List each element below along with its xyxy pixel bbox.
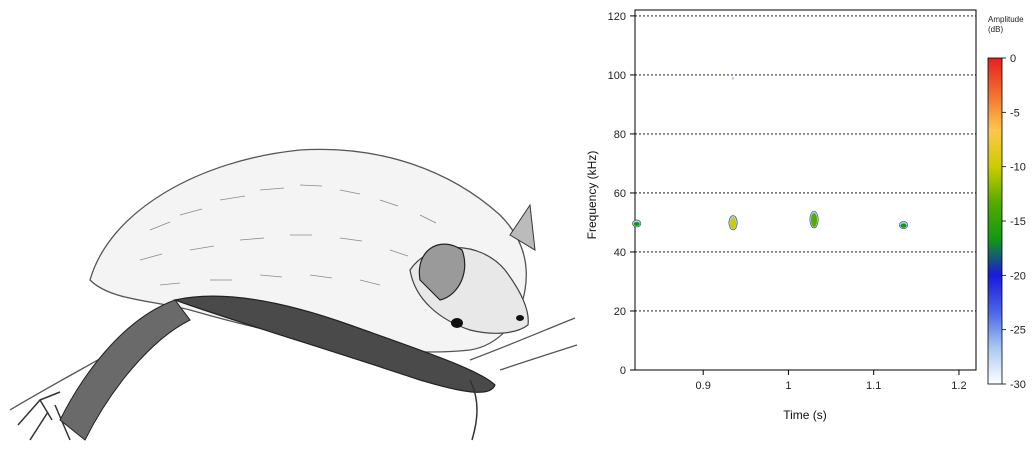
y-tick-label: 120 xyxy=(608,11,626,23)
y-axis-title: Frequency (kHz) xyxy=(585,151,599,240)
y-axis: 0 20 40 60 80 100 120 xyxy=(608,11,635,377)
colorbar-tick-label: -10 xyxy=(1010,162,1026,174)
call-core xyxy=(633,221,640,226)
call-pulse xyxy=(809,210,819,229)
call-pulse xyxy=(899,221,909,230)
y-tick-label: 0 xyxy=(620,365,626,377)
grid-lines xyxy=(635,15,976,312)
colorbar-unit: (dB) xyxy=(988,25,1003,34)
y-tick-label: 20 xyxy=(614,306,626,318)
y-tick-label: 40 xyxy=(614,247,626,259)
bat-illustration xyxy=(9,148,578,441)
x-tick-label: 1.2 xyxy=(951,380,966,392)
noise-speck xyxy=(731,77,735,80)
x-axis: 0.9 1 1.1 1.2 xyxy=(696,370,967,392)
spectrogram-panel: 0 20 40 60 80 100 120 0.9 1 1.1 1.2 Time (s) Freq… xyxy=(578,0,1034,450)
call-pulse xyxy=(632,219,642,228)
colorbar-tick-label: -15 xyxy=(1010,216,1026,228)
y-tick-label: 80 xyxy=(614,129,626,141)
colorbar-tick-label: -5 xyxy=(1010,107,1020,119)
colorbar: Amplitude (dB) 0 -5 -10 -15 -20 -25 -30 xyxy=(987,15,1026,391)
bat-drawing-icon xyxy=(9,148,578,441)
x-tick-label: 0.9 xyxy=(696,380,711,392)
colorbar-tick-label: 0 xyxy=(1010,53,1016,65)
x-tick-label: 1 xyxy=(785,380,791,392)
x-tick-label: 1.1 xyxy=(866,380,881,392)
colorbar-tick-label: -20 xyxy=(1010,270,1026,282)
colorbar-tick-label: -25 xyxy=(1010,325,1026,337)
colorbar-scale xyxy=(987,57,1003,385)
plot-area xyxy=(634,9,977,371)
y-tick-label: 100 xyxy=(608,70,626,82)
colorbar-tick-label: -30 xyxy=(1010,379,1026,391)
call-core xyxy=(811,213,818,227)
call-core xyxy=(900,223,907,228)
call-pulse xyxy=(728,215,738,231)
noise-speck xyxy=(838,326,841,329)
x-axis-title: Time (s) xyxy=(783,408,827,422)
colorbar-title: Amplitude xyxy=(988,15,1024,24)
noise-speck xyxy=(812,65,816,68)
call-core xyxy=(730,217,737,229)
call-marks xyxy=(632,65,909,329)
y-tick-label: 60 xyxy=(614,188,626,200)
spectrogram-chart: 0 20 40 60 80 100 120 0.9 1 1.1 1.2 Time (s) Freq… xyxy=(585,9,1026,422)
